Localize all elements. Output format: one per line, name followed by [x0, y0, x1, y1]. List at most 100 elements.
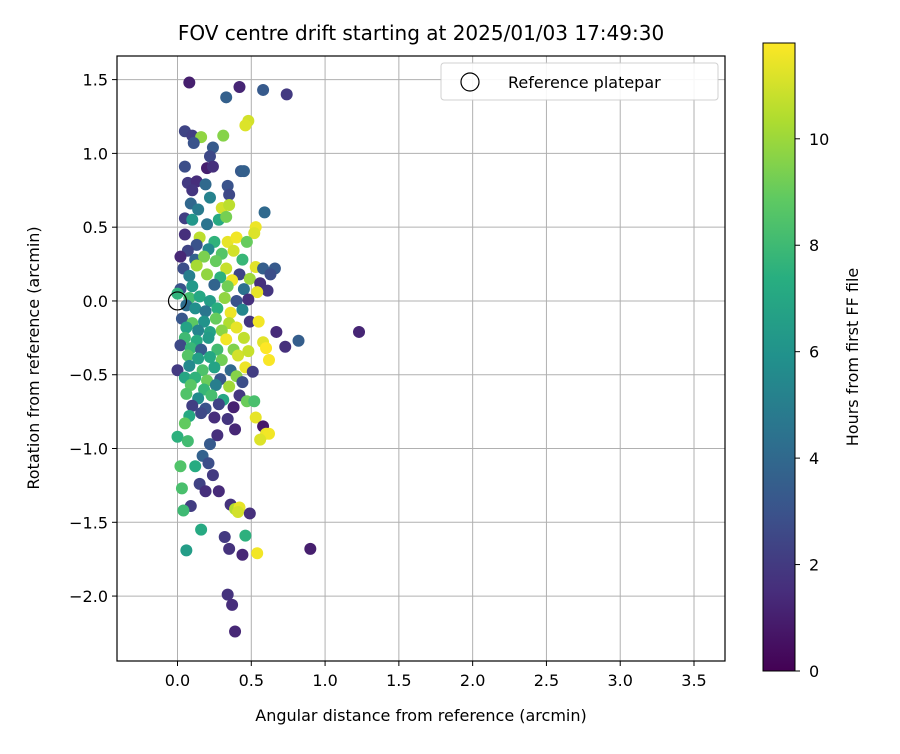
- data-point: [186, 184, 199, 197]
- colorbar-tick-label: 8: [809, 236, 819, 255]
- data-point: [230, 231, 243, 244]
- data-point: [208, 278, 221, 291]
- data-point: [206, 469, 219, 482]
- data-point: [280, 88, 293, 101]
- x-tick-label: 2.0: [460, 671, 485, 690]
- data-point: [171, 287, 184, 300]
- data-point: [252, 315, 265, 328]
- data-point: [211, 343, 224, 356]
- data-point: [174, 460, 187, 473]
- x-tick-label: 2.5: [534, 671, 559, 690]
- data-point: [198, 315, 211, 328]
- data-point: [270, 325, 283, 338]
- data-point: [180, 387, 193, 400]
- data-point: [209, 379, 222, 392]
- data-point: [248, 227, 261, 240]
- data-point: [212, 398, 225, 411]
- data-point: [304, 542, 317, 555]
- data-point: [230, 294, 243, 307]
- data-point: [263, 427, 275, 440]
- data-point: [189, 302, 202, 315]
- data-point: [186, 280, 199, 293]
- x-tick-label: 1.0: [312, 671, 337, 690]
- data-point: [224, 306, 237, 319]
- data-point: [220, 91, 233, 104]
- data-point: [199, 485, 212, 498]
- data-point: [230, 321, 243, 334]
- data-point: [239, 119, 252, 132]
- data-point: [242, 293, 255, 306]
- data-point: [202, 331, 215, 344]
- y-tick-label: 1.5: [83, 71, 108, 90]
- data-point: [203, 351, 216, 364]
- x-tick-label: 3.5: [681, 671, 706, 690]
- data-point: [201, 268, 214, 281]
- data-point: [187, 137, 200, 150]
- data-point: [223, 380, 236, 393]
- data-point: [229, 423, 242, 436]
- data-point: [202, 457, 215, 470]
- data-point: [220, 333, 233, 346]
- data-point: [189, 460, 202, 473]
- data-point: [192, 203, 205, 216]
- data-point: [208, 411, 221, 424]
- data-point: [198, 250, 211, 263]
- data-point: [226, 598, 239, 611]
- data-point: [215, 324, 228, 337]
- data-point: [183, 359, 196, 372]
- data-point: [258, 206, 271, 219]
- data-point: [251, 286, 264, 299]
- data-point: [257, 83, 270, 96]
- data-point: [229, 625, 242, 638]
- data-point: [174, 250, 187, 263]
- data-point: [203, 438, 216, 451]
- data-point: [199, 178, 212, 191]
- data-point: [223, 199, 236, 212]
- axis-ticks: 0.0 0.5 1.0 1.5 2.0 2.5 3.0 3.5 1.5 1.0 0.5 0.0 −0.5…: [69, 71, 707, 690]
- data-point: [260, 342, 273, 355]
- colorbar: 0 2 4 6 8 10 Hours from first FF file: [762, 42, 862, 681]
- legend-entry-reference-platepar: Reference platepar: [508, 73, 661, 92]
- data-point: [209, 312, 222, 325]
- data-point: [178, 228, 191, 241]
- data-point: [227, 244, 240, 257]
- data-point: [195, 407, 208, 420]
- data-point: [209, 255, 222, 268]
- data-point: [184, 379, 197, 392]
- data-point: [221, 280, 234, 293]
- data-point: [181, 435, 194, 448]
- colorbar-tick-label: 2: [809, 556, 819, 575]
- data-point: [236, 253, 249, 266]
- data-point: [251, 547, 264, 560]
- data-point: [248, 395, 261, 408]
- data-point: [171, 364, 184, 377]
- data-point: [353, 325, 366, 338]
- data-point: [193, 290, 206, 303]
- chart-title: FOV centre drift starting at 2025/01/03 …: [178, 21, 664, 45]
- data-point: [227, 401, 240, 414]
- data-point: [211, 302, 224, 315]
- data-point: [236, 376, 249, 389]
- data-point: [249, 411, 262, 424]
- data-point: [218, 531, 231, 544]
- data-point: [190, 238, 203, 251]
- data-point: [180, 544, 193, 557]
- y-tick-label: −1.5: [69, 513, 108, 532]
- colorbar-gradient: [762, 42, 796, 672]
- data-point: [217, 129, 230, 142]
- data-point: [237, 331, 250, 344]
- data-point: [190, 259, 203, 272]
- data-point: [233, 80, 246, 93]
- data-point: [192, 352, 205, 365]
- data-point: [208, 361, 221, 374]
- x-tick-label: 1.5: [386, 671, 411, 690]
- data-point: [239, 529, 252, 542]
- reference-platepar-marker: [167, 291, 188, 311]
- data-point: [183, 76, 196, 89]
- x-tick-label: 3.0: [607, 671, 632, 690]
- data-point: [220, 210, 233, 223]
- data-point: [218, 292, 231, 304]
- data-point: [279, 340, 292, 353]
- data-point: [175, 312, 188, 325]
